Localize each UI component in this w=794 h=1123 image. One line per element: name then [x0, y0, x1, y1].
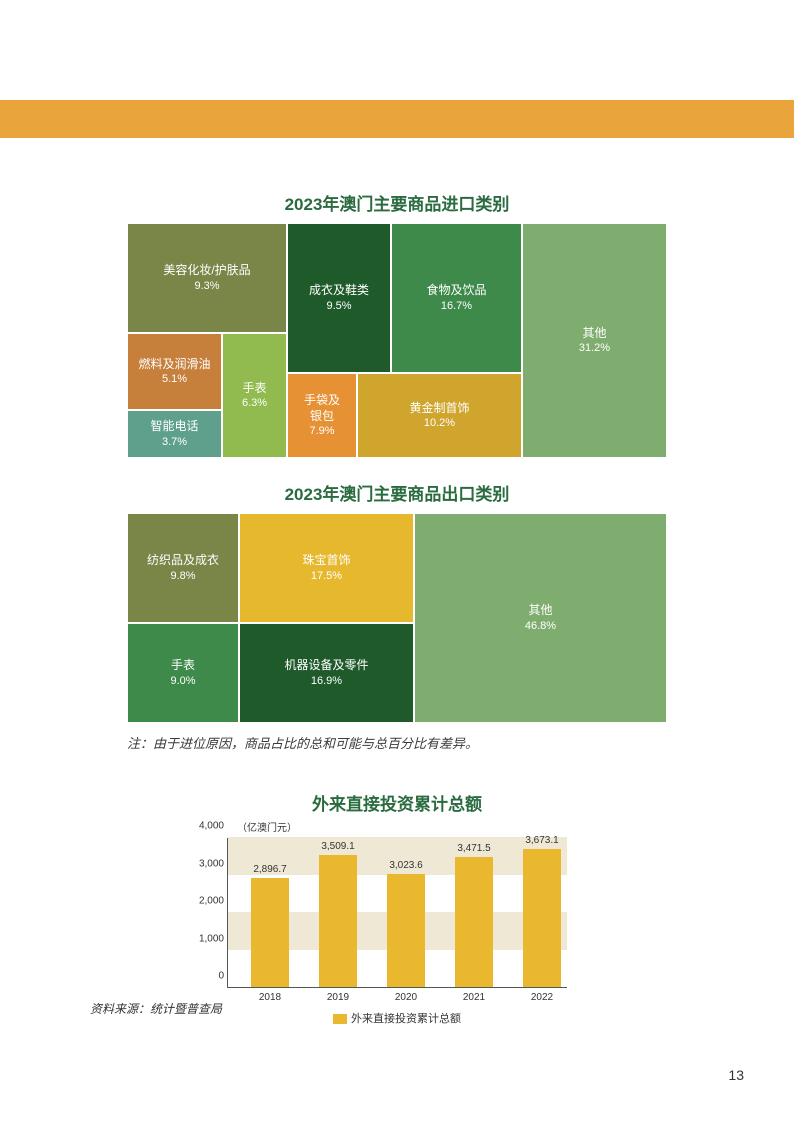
cell-percent: 17.5% [311, 569, 342, 584]
fdi-title: 外来直接投资累计总额 [217, 790, 577, 815]
cell-percent: 6.3% [242, 396, 267, 411]
x-tick-label: 2022 [523, 992, 561, 1003]
imports-treemap: 美容化妆/护肤品9.3%成衣及鞋类9.5%食物及饮品16.7%其他31.2%燃料… [127, 223, 667, 458]
fdi-unit: （亿澳门元） [237, 819, 577, 834]
cell-percent: 16.7% [441, 299, 472, 314]
exports-note: 注：由于进位原因，商品占比的总和可能与总百分比有差异。 [127, 733, 667, 752]
y-tick-label: 1,000 [188, 933, 224, 944]
bar [251, 878, 289, 987]
cell-percent: 9.0% [170, 674, 195, 689]
x-tick-label: 2018 [251, 992, 289, 1003]
treemap-cell: 其他46.8% [414, 513, 667, 723]
x-tick-label: 2021 [455, 992, 493, 1003]
cell-label: 手表 [171, 657, 195, 673]
cell-label: 其他 [528, 602, 552, 618]
treemap-cell: 机器设备及零件16.9% [239, 623, 414, 723]
cell-percent: 7.9% [309, 424, 334, 439]
treemap-cell: 手袋及银包7.9% [287, 373, 357, 458]
page-number: 13 [728, 1067, 744, 1083]
bar-value-label: 3,673.1 [512, 835, 572, 846]
bar [319, 855, 357, 987]
cell-percent: 46.8% [525, 619, 556, 634]
x-tick-label: 2020 [387, 992, 425, 1003]
bar-value-label: 3,023.6 [376, 860, 436, 871]
exports-title: 2023年澳门主要商品出口类别 [0, 480, 794, 505]
y-tick-label: 2,000 [188, 896, 224, 907]
cell-percent: 10.2% [424, 416, 455, 431]
exports-treemap: 纺织品及成衣9.8%手表9.0%珠宝首饰17.5%机器设备及零件16.9%其他4… [127, 513, 667, 723]
cell-label: 食物及饮品 [426, 282, 486, 298]
cell-label: 纺织品及成衣 [147, 552, 219, 568]
treemap-cell: 食物及饮品16.7% [391, 223, 522, 373]
legend-label: 外来直接投资累计总额 [351, 1013, 461, 1025]
cell-percent: 9.5% [326, 299, 351, 314]
treemap-cell: 美容化妆/护肤品9.3% [127, 223, 287, 333]
y-tick-label: 4,000 [188, 821, 224, 832]
cell-label: 机器设备及零件 [284, 657, 368, 673]
x-tick-label: 2019 [319, 992, 357, 1003]
cell-label: 其他 [582, 325, 606, 341]
treemap-cell: 其他31.2% [522, 223, 667, 458]
bar-value-label: 3,509.1 [308, 841, 368, 852]
fdi-plot: 01,0002,0003,0004,0002,896.720183,509.12… [227, 838, 567, 988]
cell-percent: 9.8% [170, 569, 195, 584]
cell-percent: 16.9% [311, 674, 342, 689]
cell-percent: 9.3% [194, 279, 219, 294]
y-tick-label: 0 [188, 971, 224, 982]
imports-section: 2023年澳门主要商品进口类别 美容化妆/护肤品9.3%成衣及鞋类9.5%食物及… [0, 190, 794, 458]
treemap-cell: 燃料及润滑油5.1% [127, 333, 222, 410]
legend-swatch [333, 1014, 347, 1024]
cell-label: 黄金制首饰 [409, 400, 469, 416]
cell-percent: 31.2% [579, 341, 610, 356]
cell-label: 美容化妆/护肤品 [163, 262, 250, 278]
cell-percent: 5.1% [162, 372, 187, 387]
y-tick-label: 3,000 [188, 858, 224, 869]
bar [523, 849, 561, 987]
fdi-legend: 外来直接投资累计总额 [217, 1010, 577, 1026]
treemap-cell: 黄金制首饰10.2% [357, 373, 522, 458]
treemap-cell: 纺织品及成衣9.8% [127, 513, 239, 623]
treemap-cell: 珠宝首饰17.5% [239, 513, 414, 623]
cell-label: 手袋及银包 [304, 392, 340, 424]
treemap-cell: 智能电话3.7% [127, 410, 222, 458]
cell-percent: 3.7% [162, 435, 187, 450]
treemap-cell: 成衣及鞋类9.5% [287, 223, 391, 373]
bar-value-label: 3,471.5 [444, 843, 504, 854]
header-accent-bar [0, 100, 794, 138]
imports-title: 2023年澳门主要商品进口类别 [0, 190, 794, 215]
bar [387, 874, 425, 987]
cell-label: 智能电话 [150, 418, 198, 434]
cell-label: 成衣及鞋类 [309, 282, 369, 298]
bar-value-label: 2,896.7 [240, 864, 300, 875]
bar [455, 857, 493, 987]
cell-label: 手表 [242, 380, 266, 396]
treemap-cell: 手表6.3% [222, 333, 287, 458]
treemap-cell: 手表9.0% [127, 623, 239, 723]
fdi-section: 外来直接投资累计总额 （亿澳门元） 01,0002,0003,0004,0002… [0, 790, 794, 1026]
source-citation: 资料来源：统计暨普查局 [90, 1000, 222, 1017]
cell-label: 珠宝首饰 [302, 552, 350, 568]
cell-label: 燃料及润滑油 [138, 356, 210, 372]
exports-section: 2023年澳门主要商品出口类别 纺织品及成衣9.8%手表9.0%珠宝首饰17.5… [0, 480, 794, 752]
